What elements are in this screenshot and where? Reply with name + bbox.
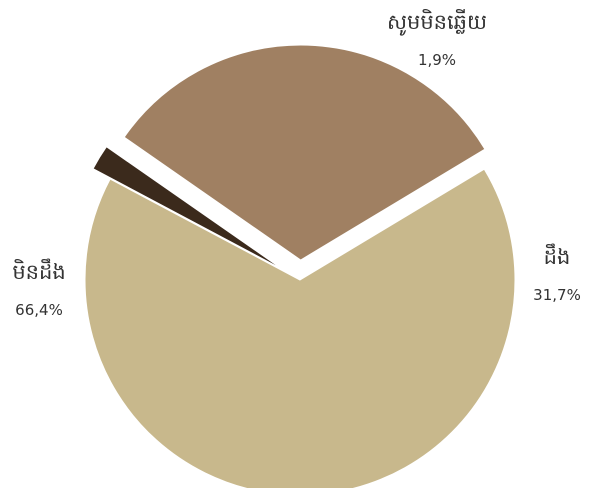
label-know-value: 31,7%: [533, 286, 581, 304]
slice-dont-know: [84, 168, 516, 488]
label-dont-know-value: 66,4%: [15, 301, 63, 319]
label-refused-value: 1,9%: [417, 51, 457, 69]
label-dont-know-name: មិនដឹង: [12, 260, 66, 284]
label-know-name: ដឹង: [543, 245, 571, 269]
label-refused: សូមមិនឆ្លើយ 1,9%: [372, 8, 502, 70]
label-know: ដឹង 31,7%: [522, 243, 592, 305]
slice-know: [123, 44, 486, 261]
slice-refused: [92, 146, 284, 271]
label-dont-know: មិនដឹង 66,4%: [0, 258, 78, 320]
label-refused-name: សូមមិនឆ្លើយ: [387, 10, 487, 34]
